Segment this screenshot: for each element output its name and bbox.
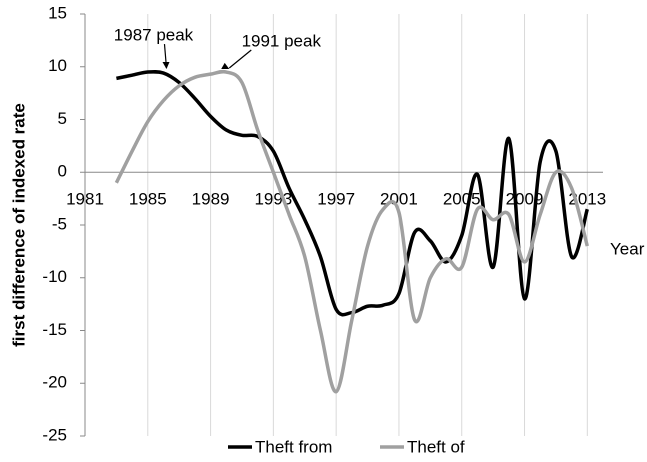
arrow-head [221, 62, 230, 70]
x-tick-label: 1997 [317, 190, 355, 209]
y-axis-label: first difference of indexed rate [9, 103, 28, 347]
y-tick-label: -15 [42, 320, 67, 339]
legend-label: Theft from [255, 437, 332, 456]
y-tick-label: 5 [58, 109, 67, 128]
series-line [116, 69, 589, 317]
series-line [114, 69, 589, 394]
x-tick-label: 2005 [443, 190, 481, 209]
y-tick-label: 0 [58, 162, 67, 181]
y-tick-label: 15 [48, 3, 67, 22]
annotation-arrow [228, 49, 252, 69]
legend-label: Theft of [407, 437, 465, 456]
y-tick-label: -25 [42, 425, 67, 444]
y-tick-label: -20 [42, 373, 67, 392]
x-tick-label: 1985 [129, 190, 167, 209]
x-axis-label: Year [610, 239, 645, 258]
y-tick-label: 10 [48, 56, 67, 75]
x-tick-label: 1989 [192, 190, 230, 209]
y-tick-label: -5 [52, 214, 67, 233]
y-tick-label: -10 [42, 267, 67, 286]
annotation: 1987 peak [114, 26, 194, 45]
annotation: 1991 peak [242, 32, 322, 51]
arrow-head [162, 62, 170, 70]
